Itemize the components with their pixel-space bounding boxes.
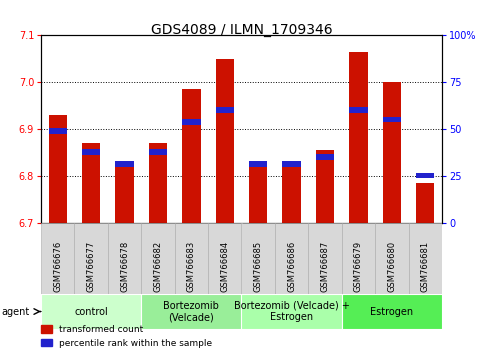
Bar [74,223,108,294]
Text: GSM766676: GSM766676 [53,241,62,292]
Text: GSM766680: GSM766680 [387,241,397,292]
Bar [308,223,342,294]
Bar [142,223,175,294]
Bar [316,150,334,223]
Bar [215,59,234,223]
Bar [283,161,301,167]
Bar [416,173,434,178]
Text: Bortezomib
(Velcade): Bortezomib (Velcade) [163,301,219,322]
Text: GSM766686: GSM766686 [287,241,296,292]
Bar [316,154,334,160]
Bar [383,82,401,223]
Bar [82,149,100,155]
Text: GSM766679: GSM766679 [354,241,363,292]
Bar [108,223,142,294]
Text: Estrogen: Estrogen [370,307,413,316]
Bar [342,294,442,329]
Bar [383,116,401,122]
Bar [375,223,409,294]
Text: GSM766685: GSM766685 [254,241,263,292]
Bar [215,107,234,113]
Bar [41,294,142,329]
Bar [349,107,368,113]
Bar [349,52,368,223]
Bar [82,143,100,223]
Text: Bortezomib (Velcade) +
Estrogen: Bortezomib (Velcade) + Estrogen [234,301,350,322]
Bar [242,223,275,294]
Bar [249,164,268,223]
Bar [416,183,434,223]
Bar [41,223,74,294]
Bar [149,143,167,223]
Bar [182,119,200,125]
Bar [49,128,67,134]
Text: GSM766677: GSM766677 [86,241,96,292]
Legend: transformed count, percentile rank within the sample: transformed count, percentile rank withi… [41,325,212,348]
Bar [49,115,67,223]
Text: GSM766683: GSM766683 [187,241,196,292]
Text: GDS4089 / ILMN_1709346: GDS4089 / ILMN_1709346 [151,23,332,37]
Bar [142,294,242,329]
Text: GSM766681: GSM766681 [421,241,430,292]
Text: GSM766684: GSM766684 [220,241,229,292]
Bar [208,223,242,294]
Bar [115,161,134,167]
Bar [275,223,308,294]
Text: GSM766687: GSM766687 [321,241,329,292]
Bar [149,149,167,155]
Bar [115,162,134,223]
Bar [283,164,301,223]
Text: control: control [74,307,108,316]
Bar [182,89,200,223]
Text: GSM766682: GSM766682 [154,241,162,292]
Bar [242,294,342,329]
Bar [342,223,375,294]
Bar [175,223,208,294]
Text: agent: agent [1,307,29,316]
Bar [249,161,268,167]
Text: GSM766678: GSM766678 [120,241,129,292]
Bar [409,223,442,294]
